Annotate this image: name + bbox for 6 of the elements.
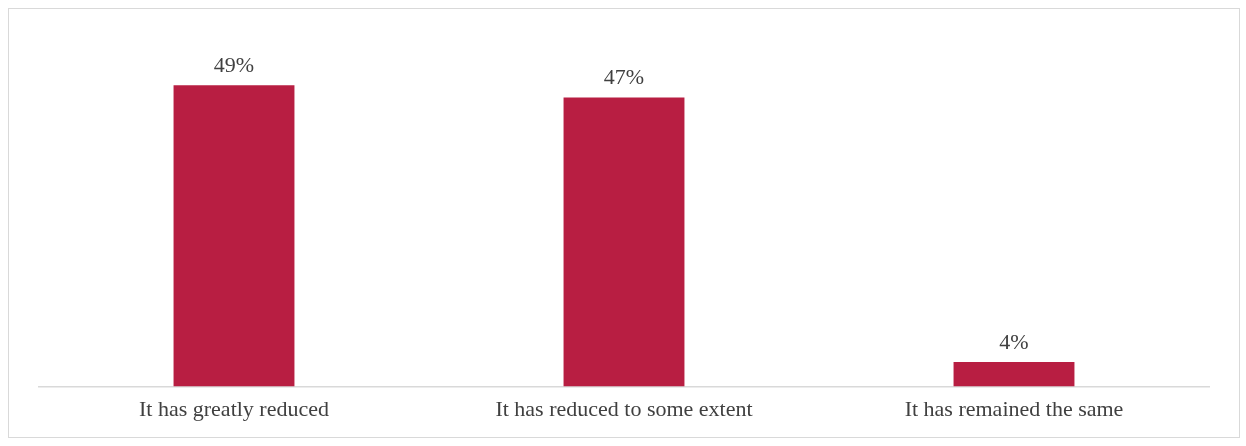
x-tick-label: It has reduced to some extent [495, 395, 753, 421]
data-label: 47% [603, 64, 645, 90]
x-tick-label: It has greatly reduced [139, 395, 329, 421]
x-tick-label: It has remained the same [904, 395, 1124, 421]
data-label: 4% [999, 328, 1029, 354]
data-label: 49% [213, 51, 255, 77]
